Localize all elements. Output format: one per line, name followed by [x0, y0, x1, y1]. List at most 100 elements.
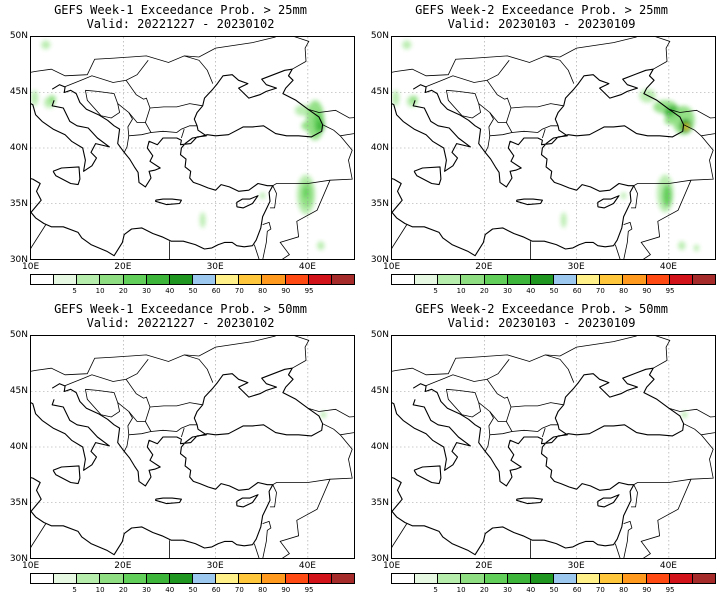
latitude-label: 35N — [370, 498, 389, 508]
country-border — [631, 484, 638, 508]
probability-area — [303, 186, 309, 198]
latitude-label: 45N — [9, 386, 28, 396]
colorbar-label: 40 — [526, 287, 536, 295]
country-border — [542, 427, 546, 438]
probability-area — [317, 241, 325, 251]
map-panel-3: GEFS Week-1 Exceedance Prob. > 50mm Valid… — [0, 299, 361, 598]
longitude-label: 10E — [383, 561, 401, 571]
probability-area — [693, 244, 700, 252]
colorbar-label: 50 — [549, 287, 559, 295]
colorbar-label: 80 — [258, 586, 268, 594]
coastline — [236, 494, 259, 508]
coastline — [52, 465, 81, 485]
coastline — [392, 68, 685, 257]
colorbar-swatch — [553, 574, 578, 583]
country-border — [511, 424, 559, 432]
longitude-label: 40E — [298, 262, 316, 272]
colorbar-swatch — [262, 574, 286, 583]
colorbar-swatch — [146, 574, 170, 583]
map-canvas — [31, 37, 354, 259]
latitude-label: 30N — [370, 554, 389, 564]
country-border — [307, 407, 354, 436]
country-border — [542, 128, 546, 139]
latitude-label: 45N — [370, 386, 389, 396]
longitude-label: 30E — [567, 262, 585, 272]
colorbar-label: 95 — [304, 586, 314, 594]
country-border — [633, 434, 714, 486]
colorbar-label: 80 — [619, 586, 629, 594]
probability-area — [664, 115, 676, 125]
probability-area — [560, 212, 567, 228]
longitude-label: 10E — [383, 262, 401, 272]
coastline — [413, 166, 442, 186]
probability-area — [317, 120, 325, 132]
map-frame — [391, 335, 716, 559]
map-frame — [30, 36, 355, 260]
country-border — [668, 407, 715, 436]
colorbar-swatch — [192, 275, 217, 284]
latitude-label: 40N — [9, 143, 28, 153]
country-border — [31, 55, 214, 84]
country-borders — [392, 336, 715, 558]
longitude-label: 20E — [475, 262, 493, 272]
colorbar-label: 50 — [549, 586, 559, 594]
probability-area — [402, 40, 412, 50]
colorbar-swatch — [577, 275, 601, 284]
colorbar-label: 5 — [72, 287, 77, 295]
longitude-label: 40E — [298, 561, 316, 571]
colorbar-label: 70 — [234, 586, 244, 594]
colorbar-label: 20 — [118, 586, 128, 594]
colorbar-swatch — [669, 574, 693, 583]
panel-title: GEFS Week-2 Exceedance Prob. > 25mm — [415, 3, 668, 17]
colorbar-swatch — [54, 275, 78, 284]
country-border — [64, 60, 149, 88]
longitude-label: 20E — [114, 561, 132, 571]
country-border — [31, 523, 47, 548]
colorbar-swatch — [392, 574, 416, 583]
probability-area — [41, 40, 51, 50]
latitude-label: 35N — [9, 498, 28, 508]
colorbar-swatch — [239, 275, 263, 284]
probability-area — [199, 212, 206, 228]
colorbar-label: 50 — [188, 586, 198, 594]
coastline — [413, 465, 442, 485]
colorbar-label: 30 — [142, 586, 151, 594]
country-border — [262, 221, 272, 259]
colorbar-swatch — [331, 574, 354, 583]
colorbar-swatch — [123, 574, 147, 583]
country-border — [425, 60, 510, 88]
country-border — [123, 135, 130, 153]
latitude-label: 30N — [370, 255, 389, 265]
coastline — [31, 68, 324, 257]
longitude-label: 20E — [114, 262, 132, 272]
latitude-label: 50N — [9, 31, 28, 41]
colorbar-swatch — [415, 275, 439, 284]
colorbar-label: 60 — [211, 586, 221, 594]
coastline — [155, 497, 182, 505]
colorbar-swatch — [484, 275, 508, 284]
colorbar-label: 70 — [595, 586, 605, 594]
graticule — [31, 37, 354, 259]
country-border — [640, 180, 692, 259]
country-border — [633, 135, 714, 187]
coastlines — [392, 68, 685, 259]
country-border — [150, 424, 198, 432]
map-frame — [391, 36, 716, 260]
colorbar-label: 40 — [165, 287, 175, 295]
coastline — [392, 367, 685, 556]
colorbar-label: 5 — [433, 287, 438, 295]
panel-valid-dates: Valid: 20230103 - 20230109 — [447, 316, 636, 330]
country-border — [31, 224, 47, 249]
country-border — [614, 244, 621, 259]
panel-title: GEFS Week-1 Exceedance Prob. > 50mm — [54, 302, 307, 316]
colorbar-label: 5 — [72, 586, 77, 594]
latitude-label: 40N — [9, 442, 28, 452]
colorbar-swatch — [308, 574, 332, 583]
probability-area — [620, 192, 627, 199]
colorbar-swatch — [600, 275, 624, 284]
country-border — [262, 520, 272, 558]
colorbar-swatch — [692, 275, 715, 284]
colorbar-swatch — [577, 574, 601, 583]
colorbar-swatch — [331, 275, 354, 284]
country-border — [478, 80, 512, 123]
